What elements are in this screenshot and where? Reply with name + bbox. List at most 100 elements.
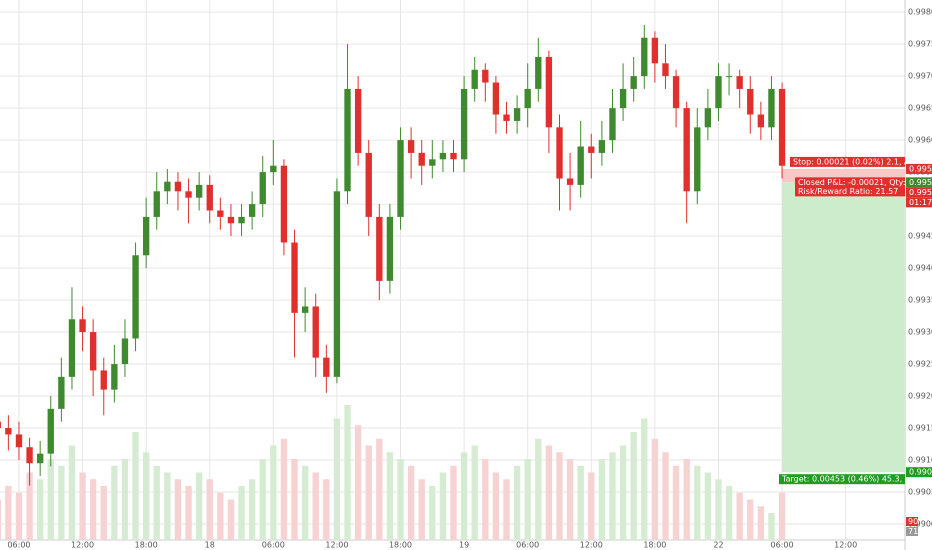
target-price-box — [906, 467, 932, 478]
volume-bar — [354, 425, 362, 540]
target-label: Target: 0.00453 (0.46%) 45.3, Amount: 63 — [781, 475, 932, 484]
stop-price: 0.99555 — [909, 164, 932, 173]
countdown-box — [906, 197, 932, 208]
countdown: 01:17 — [909, 198, 932, 207]
candle-body — [238, 216, 245, 224]
candle-body — [439, 152, 447, 160]
x-tick-label: 12:00 — [580, 541, 603, 550]
volume-bar — [100, 486, 107, 540]
volume-bar — [333, 418, 341, 540]
candle-body — [15, 434, 23, 448]
candle-body — [736, 76, 743, 89]
y-tick-label: 0.99000 — [908, 520, 932, 529]
volume-bar — [36, 479, 44, 540]
candle-body — [5, 428, 12, 435]
x-tick-label: 06:00 — [7, 541, 30, 550]
x-tick-label: 18 — [205, 541, 215, 550]
candle-body — [450, 152, 457, 160]
candle-body — [609, 108, 616, 141]
candle-body — [0, 421, 1, 429]
candle-body — [217, 210, 224, 217]
candle-body — [344, 88, 351, 192]
y-tick-label: 0.99050 — [908, 488, 932, 497]
candle-body — [259, 172, 266, 205]
candle-body — [26, 447, 33, 464]
volume-bar — [736, 492, 743, 540]
candle-body — [651, 37, 659, 64]
volume-bar — [439, 472, 447, 540]
candle-body — [248, 204, 256, 217]
volume-bar — [121, 459, 129, 540]
volume-bar — [407, 465, 415, 540]
candle-body — [715, 76, 722, 109]
volume-bar — [747, 499, 754, 540]
candle-body — [291, 242, 298, 313]
candle-body — [312, 306, 319, 358]
volume-bar — [609, 452, 616, 540]
y-tick-label: 0.99150 — [908, 424, 932, 433]
y-tick-label: 0.99100 — [908, 456, 932, 465]
volume-bar — [206, 479, 213, 540]
volume-bar — [280, 438, 288, 540]
x-tick-label: 22 — [713, 541, 723, 550]
x-tick-label: 06:00 — [516, 541, 539, 550]
candle-body — [768, 88, 775, 128]
candle-body — [58, 376, 65, 409]
volume-marker-box — [906, 517, 918, 526]
y-tick-label: 0.99300 — [908, 328, 932, 337]
candle-body — [471, 69, 478, 89]
volume-bar — [301, 465, 309, 540]
candle-body — [778, 88, 786, 166]
volume-bar — [556, 452, 563, 540]
volume-bar — [694, 465, 701, 540]
volume-bar — [503, 479, 510, 540]
volume-bar — [513, 465, 521, 540]
candle-body — [694, 127, 701, 192]
volume-bar — [142, 452, 150, 540]
volume-bar — [259, 459, 266, 540]
volume-bar — [725, 486, 733, 540]
rr-label-box — [795, 186, 905, 197]
x-tick-label: 18:00 — [643, 541, 666, 550]
target-price: 0.99081 — [909, 468, 932, 477]
candle-body — [206, 184, 213, 211]
y-tick-label: 0.99250 — [908, 360, 932, 369]
candle-body — [354, 88, 362, 153]
volume-bar — [26, 472, 33, 540]
volume-bar — [619, 445, 627, 540]
y-tick-label: 0.99450 — [908, 232, 932, 241]
volume-bar — [89, 479, 97, 540]
close-price-box — [906, 187, 932, 198]
candle-body — [407, 140, 415, 153]
volume-bar — [217, 492, 224, 540]
candle-body — [323, 357, 330, 377]
volume-bar — [227, 499, 235, 540]
y-tick-label: 0.99650 — [908, 104, 932, 113]
candle-body — [598, 140, 606, 153]
candle-body — [418, 152, 425, 166]
volume-bar — [47, 459, 54, 540]
volume-bar — [323, 479, 330, 540]
volume-bar — [376, 438, 383, 540]
volume-bar — [386, 452, 394, 540]
x-tick-label: 19 — [459, 541, 469, 550]
volume-bar — [185, 486, 192, 540]
candle-body — [333, 191, 341, 377]
volume-bar — [545, 445, 553, 540]
y-tick-label: 0.99200 — [908, 392, 932, 401]
volume-bar — [704, 472, 712, 540]
candle-body — [513, 108, 521, 121]
volume-bar — [195, 472, 203, 540]
candle-body — [132, 255, 139, 339]
candle-body — [429, 159, 436, 166]
volume-bar — [153, 465, 160, 540]
volume-bar — [68, 445, 76, 540]
candle-body — [121, 338, 129, 365]
volume-bar — [630, 432, 637, 540]
stop-label-box — [790, 156, 905, 167]
volume-bar — [566, 459, 574, 540]
y-tick-label: 0.99800 — [908, 8, 932, 17]
candle-body — [757, 114, 765, 128]
candle-body — [195, 184, 203, 198]
